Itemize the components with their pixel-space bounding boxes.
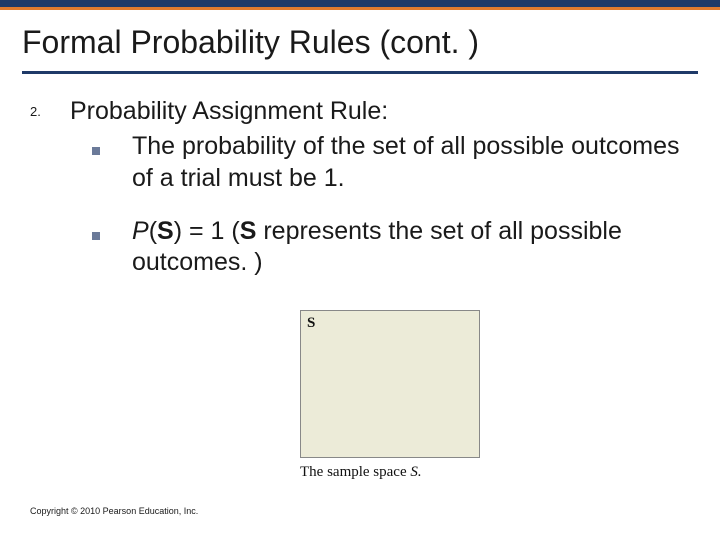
math-mid: ) = 1 ( [174, 217, 240, 245]
sub-bullet-text: The probability of the set of all possib… [132, 131, 690, 194]
numbered-marker: 2. [30, 96, 70, 119]
sub-bullet-item: P(S) = 1 (S represents the set of all po… [92, 216, 690, 279]
figure-caption: The sample space S. [300, 464, 500, 481]
sample-space-box: S [300, 310, 480, 458]
math-S: S [157, 217, 174, 245]
caption-prefix: The sample space [300, 464, 410, 480]
square-bullet-icon [92, 147, 100, 155]
header-stripe [0, 0, 720, 10]
square-bullet-icon [92, 232, 100, 240]
numbered-heading: Probability Assignment Rule: [70, 96, 388, 127]
caption-S: S. [410, 464, 421, 480]
figure-label-S: S [307, 315, 315, 332]
slide-title: Formal Probability Rules (cont. ) [22, 24, 698, 74]
math-S: S [240, 217, 257, 245]
slide: Formal Probability Rules (cont. ) 2. Pro… [0, 0, 720, 540]
copyright-text: Copyright © 2010 Pearson Education, Inc. [30, 506, 198, 516]
math-open: ( [149, 217, 157, 245]
slide-body: 2. Probability Assignment Rule: The prob… [30, 96, 690, 300]
numbered-item: 2. Probability Assignment Rule: [30, 96, 690, 127]
sub-bullet-marker [92, 216, 132, 245]
figure: S The sample space S. [300, 310, 500, 481]
sub-bullet-text: P(S) = 1 (S represents the set of all po… [132, 216, 690, 279]
sub-bullet-item: The probability of the set of all possib… [92, 131, 690, 194]
math-P: P [132, 217, 149, 245]
sub-bullet-marker [92, 131, 132, 160]
